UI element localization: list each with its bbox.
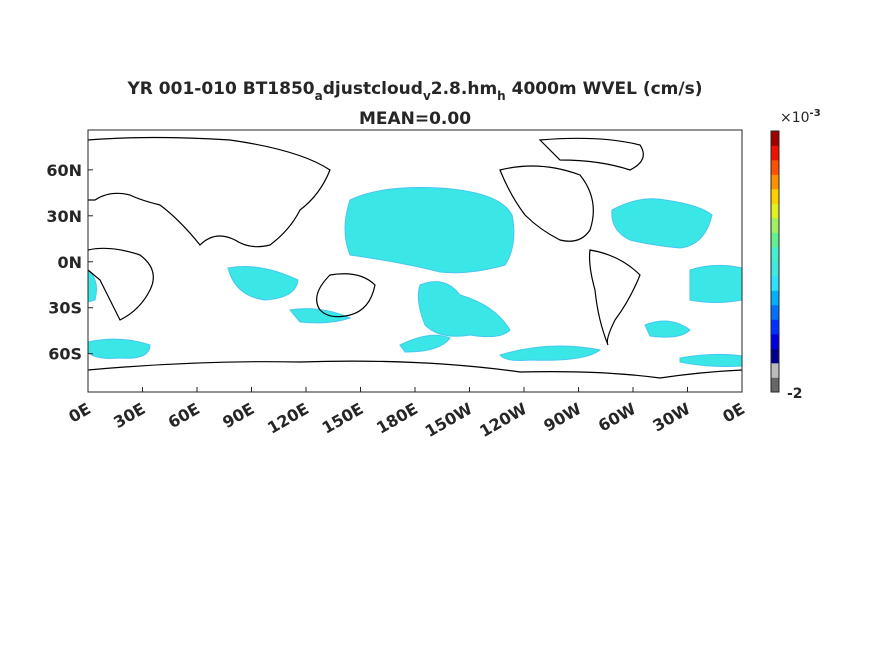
coastlines: [87, 136, 743, 379]
colorbar-cell: [771, 189, 779, 204]
colorbar-cell: [771, 160, 779, 175]
y-tick-label: 0N: [57, 253, 82, 272]
field-patch: [689, 264, 743, 303]
field-patch: [87, 338, 151, 359]
field-patch: [644, 320, 691, 338]
colorbar-cell: [771, 232, 779, 248]
map-area: [87, 129, 743, 393]
colorbar-cell: [771, 363, 779, 378]
colorbar-cell: [771, 247, 779, 262]
field-patch: [289, 308, 352, 324]
colorbar-cell: [771, 348, 779, 364]
field-patch: [399, 334, 451, 353]
y-tick-label: 60S: [48, 345, 82, 364]
field: [87, 187, 743, 367]
title-part: djustcloud: [323, 79, 423, 99]
y-tick-label: 30N: [46, 207, 82, 226]
colorbar-cell: [771, 145, 779, 161]
colorbar-cell: [771, 276, 779, 291]
field-patch: [344, 187, 515, 274]
field-patch: [499, 345, 602, 361]
colorbar: [770, 130, 780, 393]
colorbar-frame: [770, 130, 780, 393]
title: YR 001-010 BT1850adjustcloudv2.8.hmh 400…: [126, 79, 702, 103]
title-part: YR 001-010 BT1850: [126, 79, 314, 99]
colorbar-multiplier: ×10-3: [780, 108, 821, 126]
colorbar-cell: [771, 203, 779, 219]
colorbar-multiplier-base: ×10: [780, 110, 810, 126]
field-patch: [417, 281, 511, 338]
title-part: h: [497, 89, 506, 103]
colorbar-min-label: -2: [787, 386, 803, 402]
coast: [316, 273, 376, 318]
colorbar-cell: [771, 131, 779, 146]
subtitle: MEAN=0.00: [359, 109, 471, 129]
field-patch: [227, 266, 299, 301]
title-part: v: [423, 89, 431, 103]
coast: [87, 360, 743, 379]
title-part: 2.8.hm: [431, 79, 497, 99]
title-part: 4000m WVEL (cm/s): [506, 79, 703, 99]
colorbar-cell: [771, 261, 779, 277]
y-tick-label: 60N: [46, 161, 82, 180]
colorbar-cell: [771, 174, 779, 190]
colorbar-cell: [771, 290, 779, 306]
colorbar-exponent: -3: [810, 108, 821, 119]
colorbar-cell: [771, 218, 779, 233]
y-tick-label: 30S: [48, 299, 82, 318]
title-part: a: [315, 89, 323, 103]
colorbar-cell: [771, 319, 779, 335]
colorbar-cell: [771, 334, 779, 349]
field-patch: [611, 198, 713, 249]
colorbar-cell: [771, 377, 779, 393]
coast: [588, 249, 641, 346]
coast: [87, 247, 154, 321]
coast: [87, 136, 331, 248]
colorbar-cell: [771, 305, 779, 320]
coast: [499, 165, 594, 242]
coast: [538, 137, 644, 171]
